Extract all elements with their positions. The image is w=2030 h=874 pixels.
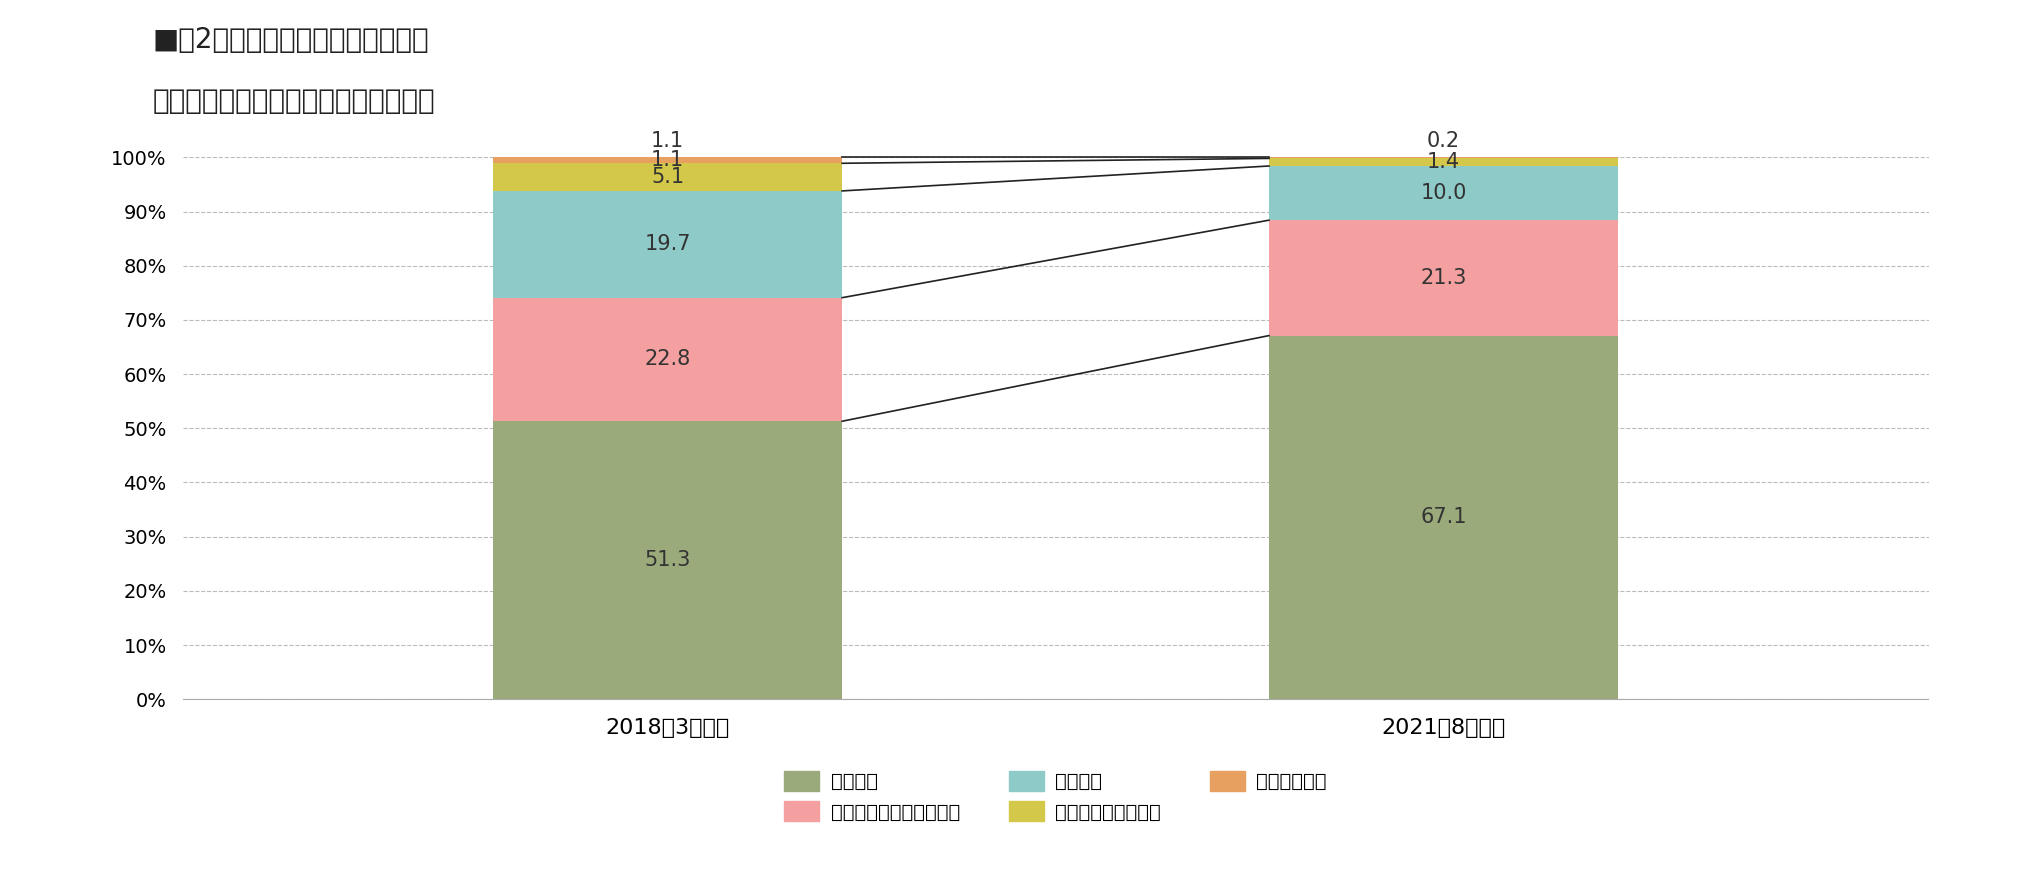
Legend: 普通頲金, マンションすまい・る債, 定期頲金, 積立マンション保険, その他の証券: 普通頲金, マンションすまい・る債, 定期頲金, 積立マンション保険, その他の…	[775, 763, 1336, 829]
Text: 22.8: 22.8	[644, 350, 690, 370]
Text: 1.1: 1.1	[652, 150, 684, 170]
Text: 19.7: 19.7	[644, 234, 690, 254]
Bar	[493, 191, 842, 298]
Text: ■図2　管理組合の修繕積立金会計: ■図2 管理組合の修繕積立金会計	[152, 26, 428, 54]
Text: 0.2: 0.2	[1427, 131, 1460, 151]
Bar	[1269, 220, 1618, 336]
Bar	[493, 298, 842, 421]
Text: 67.1: 67.1	[1421, 508, 1468, 527]
Text: 10.0: 10.0	[1421, 183, 1468, 203]
Bar	[493, 163, 842, 191]
Text: 5.1: 5.1	[652, 167, 684, 187]
Text: 51.3: 51.3	[644, 551, 690, 570]
Bar	[1269, 158, 1618, 166]
Text: 1.1: 1.1	[652, 131, 684, 151]
Bar	[1269, 157, 1618, 158]
Bar	[1269, 336, 1618, 699]
Text: 21.3: 21.3	[1421, 268, 1468, 288]
Bar	[493, 421, 842, 699]
Text: 金額による運用先の割合の変化: 金額による運用先の割合の変化	[152, 87, 434, 115]
Bar	[1269, 166, 1618, 220]
Bar	[493, 157, 842, 163]
Text: 1.4: 1.4	[1427, 152, 1460, 172]
